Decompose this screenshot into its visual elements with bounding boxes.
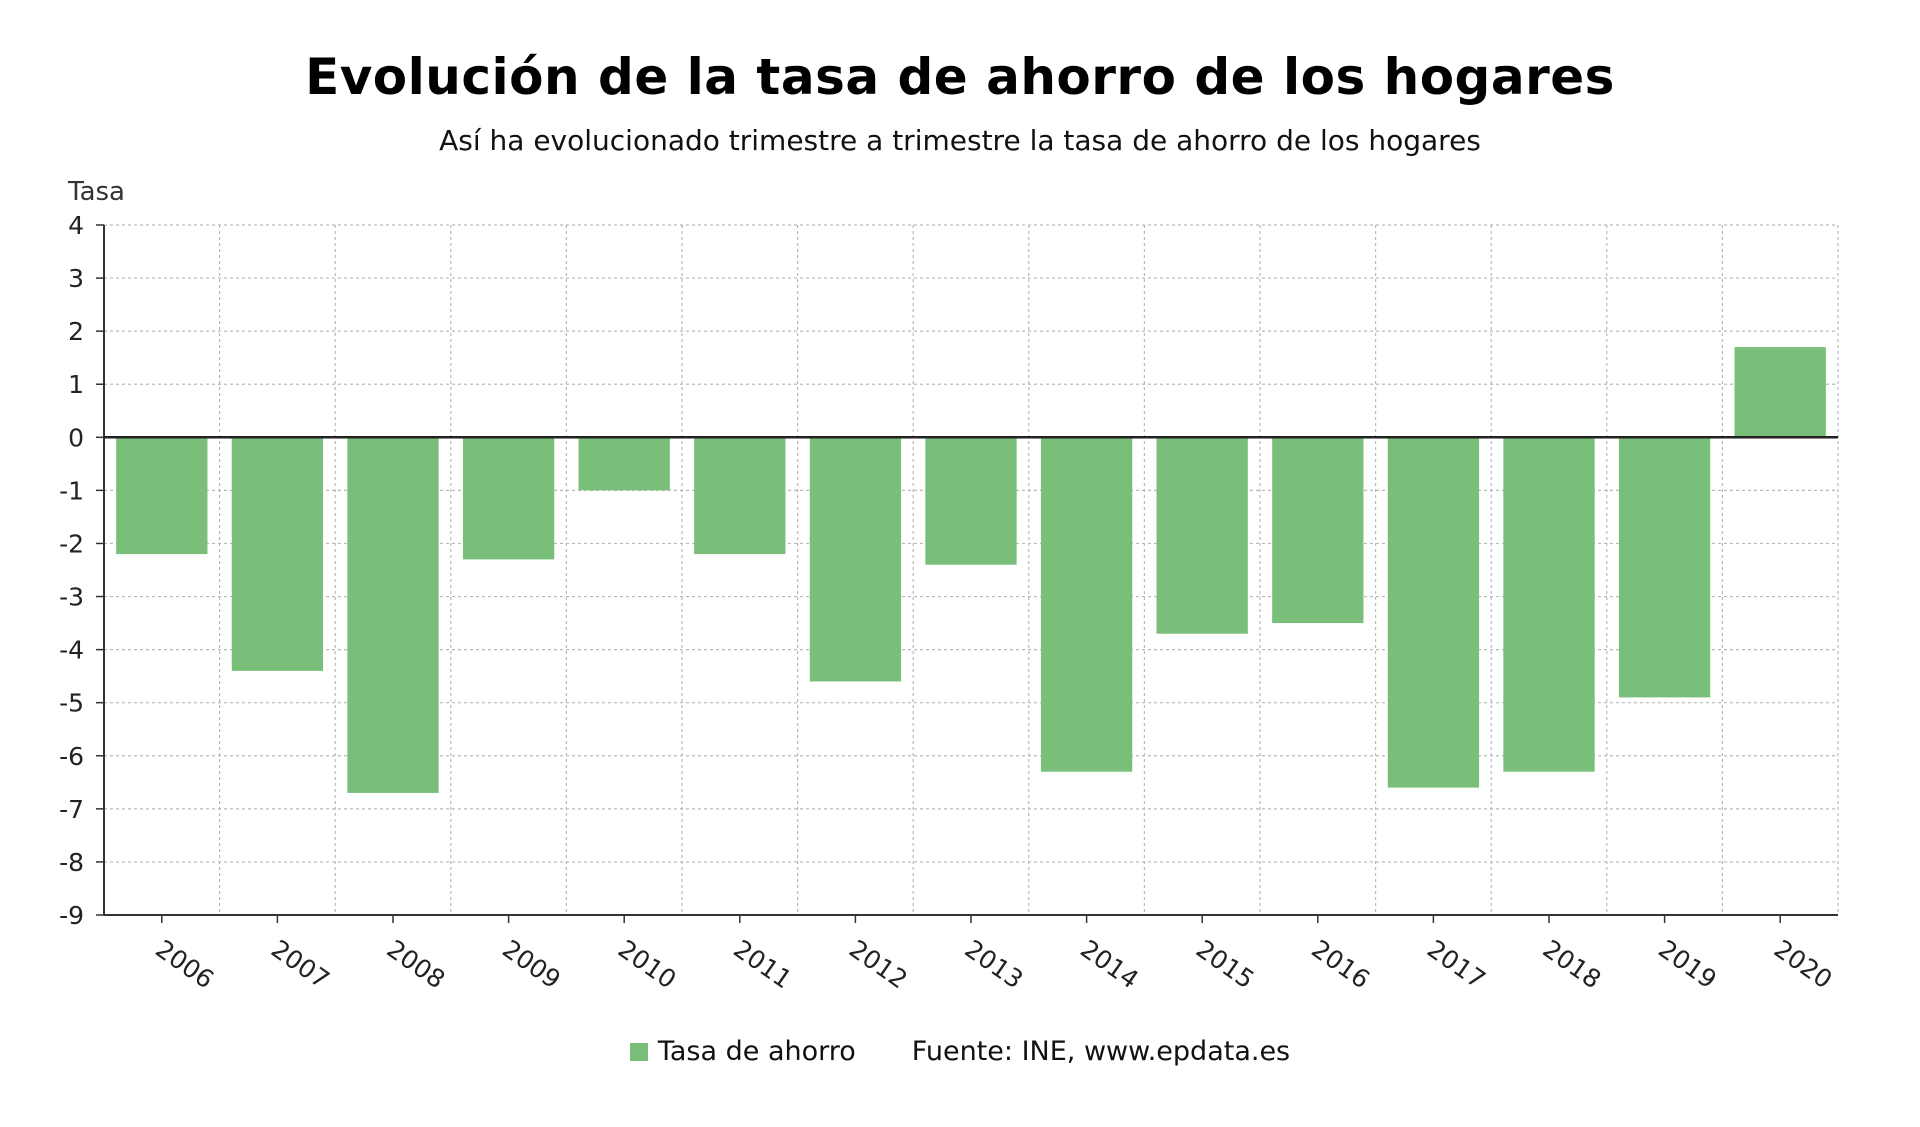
y-tick-label: 0 (68, 423, 84, 452)
bar-2015 (1156, 437, 1248, 634)
y-tick-label: -6 (59, 742, 84, 771)
legend: Tasa de ahorro Fuente: INE, www.epdata.e… (0, 1036, 1920, 1068)
y-tick-label: -4 (59, 636, 84, 665)
bar-2008 (347, 437, 439, 793)
x-tick-label: 2015 (1191, 934, 1260, 994)
bar-2018 (1503, 437, 1595, 772)
bars (116, 347, 1826, 793)
chart-title: Evolución de la tasa de ahorro de los ho… (305, 48, 1615, 106)
bar-2009 (462, 437, 555, 560)
y-tick-label: -8 (59, 848, 84, 877)
y-tick-label: -9 (59, 901, 84, 930)
x-tick-label: 2011 (728, 934, 797, 994)
chart-subtitle: Así ha evolucionado trimestre a trimestr… (439, 124, 1481, 157)
bar-2012 (809, 437, 902, 682)
bar-2010 (578, 437, 670, 491)
x-tick-label: 2020 (1769, 934, 1838, 994)
x-tick-label: 2019 (1653, 934, 1722, 994)
y-tick-label: -3 (59, 583, 84, 612)
source-note: Fuente: INE, www.epdata.es (911, 1036, 1291, 1067)
y-tick-label: -2 (59, 529, 84, 558)
x-tick-label: 2010 (613, 934, 682, 994)
x-tick-label: 2016 (1306, 934, 1375, 994)
legend-label: Tasa de ahorro (657, 1036, 856, 1067)
x-tick-label: 2014 (1075, 934, 1144, 994)
x-tick-label: 2013 (960, 934, 1029, 994)
bar-2020 (1734, 347, 1826, 438)
y-tick-label: 3 (68, 264, 84, 293)
bar-2013 (925, 437, 1017, 565)
x-tick-label: 2017 (1422, 934, 1491, 994)
bar-2019 (1618, 437, 1711, 698)
y-axis-label: Tasa (67, 177, 125, 207)
bar-2011 (694, 437, 786, 555)
bar-2006 (116, 437, 208, 555)
y-tick-label: 2 (68, 317, 84, 346)
y-tick-label: -5 (59, 689, 84, 718)
x-tick-label: 2006 (150, 934, 219, 994)
axes (96, 224, 1838, 923)
y-tick-label: 1 (68, 370, 84, 399)
y-tick-label: -7 (59, 795, 84, 824)
x-tick-label: 2012 (844, 934, 913, 994)
x-tick-label: 2009 (497, 934, 566, 994)
y-tick-label: 4 (68, 211, 84, 240)
bar-2014 (1040, 437, 1133, 772)
bar-2016 (1272, 437, 1364, 624)
y-tick-label: -1 (59, 476, 84, 505)
legend-swatch (629, 1042, 648, 1061)
bar-2017 (1387, 437, 1480, 788)
bar-2007 (231, 437, 324, 671)
x-tick-label: 2007 (266, 934, 335, 994)
x-tick-label: 2018 (1538, 934, 1607, 994)
x-tick-label: 2008 (382, 934, 451, 994)
